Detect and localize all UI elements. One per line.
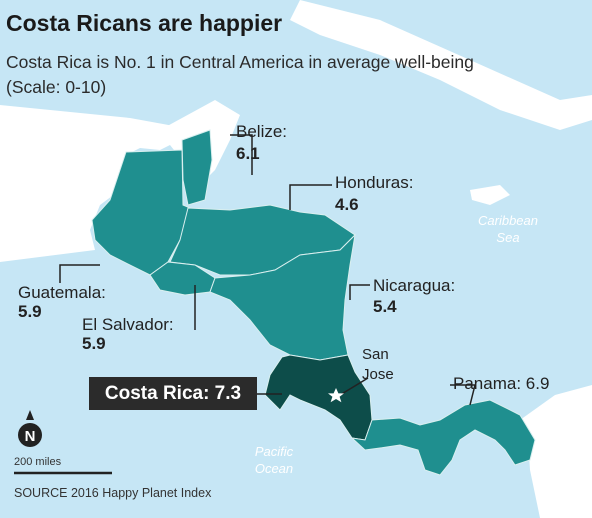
nicaragua-value: 5.4 [373, 297, 397, 316]
map-subtitle: Costa Rica is No. 1 in Central America i… [6, 52, 474, 97]
caribbean-line2: Sea [496, 230, 520, 245]
guatemala-leader [59, 264, 100, 283]
map-title: Costa Ricans are happier [6, 10, 283, 36]
compass-circle [18, 423, 42, 447]
honduras-leader [289, 184, 332, 210]
scale-label: 200 miles [14, 456, 62, 468]
guatemala-value: 5.9 [18, 302, 42, 321]
capital-line2: Jose [362, 366, 394, 383]
capital-star-icon [328, 388, 344, 403]
mexico-landmass [0, 105, 188, 262]
north-arrow-icon [26, 410, 34, 420]
colombia-landmass [520, 385, 592, 518]
guatemala-name: Guatemala: [18, 283, 106, 302]
caribbean-sea-label: Caribbean Sea [463, 212, 553, 246]
leader-lines [59, 134, 476, 406]
caribbean-line1: Caribbean [478, 213, 538, 228]
pacific-ocean-label: Pacific Ocean [234, 443, 314, 477]
honduras-value: 4.6 [335, 195, 359, 214]
san-jose-leader [339, 377, 369, 396]
el-salvador-name: El Salvador: [82, 315, 174, 334]
nicaragua-name: Nicaragua: [373, 276, 456, 295]
source-note: SOURCE 2016 Happy Planet Index [14, 486, 212, 500]
compass-group: N [18, 410, 42, 447]
pacific-line2: Ocean [254, 461, 294, 476]
belize-name: Belize: [236, 122, 288, 141]
panama-leader [450, 384, 476, 406]
cuba-landmass [290, 0, 592, 130]
nicaragua-leader [349, 284, 370, 300]
panama-shape [350, 399, 536, 476]
belize-leader [230, 134, 253, 175]
capital-line1: San [362, 346, 389, 363]
honduras-name: Honduras: [335, 173, 414, 192]
jamaica-landmass [470, 185, 510, 205]
pacific-line1: Pacific [254, 444, 294, 459]
compass-letter: N [25, 428, 36, 445]
panama-label: Panama: 6.9 [453, 374, 550, 393]
nicaragua-shape [209, 233, 356, 361]
belize-value: 6.1 [236, 144, 260, 163]
capital-label: San Jose [362, 345, 394, 385]
costa-rica-shape [264, 354, 373, 441]
costa-rica-label: Costa Rica: 7.3 [89, 377, 257, 410]
el-salvador-value: 5.9 [82, 334, 106, 353]
belize-shape [181, 129, 213, 206]
